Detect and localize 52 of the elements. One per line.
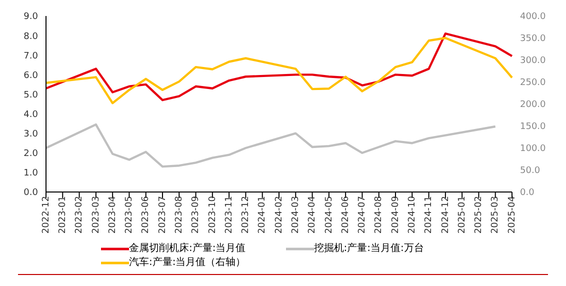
- x-tick-label: 2023-12: [241, 196, 252, 234]
- x-tick-label: 2024-07: [358, 196, 368, 234]
- y-tick-label: 0.0: [24, 188, 38, 198]
- x-tick-label: 2022-12: [41, 196, 52, 234]
- x-tick-label: 2025-02: [474, 196, 484, 234]
- y-tick-label: 6.0: [24, 70, 38, 81]
- legend-label: 汽车:产量:当月值（右轴）: [129, 256, 246, 270]
- y-tick-label: 8.0: [24, 32, 38, 42]
- y2-tick-label: 100.0: [520, 144, 546, 154]
- y-tick-label: 5.0: [24, 90, 38, 100]
- y-tick-label: 2.0: [24, 149, 38, 160]
- x-tick-label: 2025-01: [457, 196, 468, 234]
- y-tick-label: 7.0: [24, 51, 38, 62]
- x-tick-label: 2023-06: [141, 196, 152, 234]
- x-tick-label: 2024-12: [440, 196, 451, 234]
- x-tick-label: 2025-03: [490, 196, 501, 234]
- y-tick-label: 3.0: [24, 130, 38, 140]
- x-tick-label: 2023-10: [208, 196, 218, 234]
- y-tick-label: 4.0: [24, 110, 38, 120]
- x-tick-label: 2023-02: [74, 196, 85, 234]
- x-tick-label: 2023-04: [108, 196, 118, 234]
- y-tick-label: 1.0: [24, 168, 38, 179]
- x-tick-label: 2024-04: [308, 196, 318, 234]
- line-series: [44, 123, 496, 168]
- y2-tick-label: 0.0: [520, 188, 535, 198]
- y2-tick-label: 350.0: [520, 34, 546, 44]
- x-tick-label: 2023-09: [191, 196, 202, 234]
- x-tick-label: 2024-08: [374, 196, 384, 234]
- x-tick-label: 2024-03: [291, 196, 302, 234]
- x-tick-label: 2023-01: [58, 196, 68, 234]
- x-tick-label: 2024-10: [408, 196, 418, 234]
- x-tick-label: 2023-07: [158, 196, 168, 234]
- y-tick-label: 9.0: [24, 12, 38, 22]
- x-tick-label: 2024-02: [274, 196, 284, 234]
- x-tick-label: 2023-11: [224, 196, 234, 234]
- y2-tick-label: 300.0: [520, 56, 546, 66]
- y2-tick-label: 250.0: [520, 78, 546, 88]
- x-tick-label: 2024-06: [340, 196, 351, 234]
- x-tick-label: 2023-08: [174, 196, 185, 234]
- y2-tick-label: 50.0: [520, 166, 540, 176]
- y2-tick-label: 200.0: [520, 100, 546, 110]
- legend-label: 金属切削机床:产量:当月值: [129, 242, 246, 256]
- x-tick-label: 2023-05: [124, 196, 135, 234]
- x-tick-label: 2024-09: [390, 196, 401, 234]
- y2-tick-label: 400.0: [520, 12, 546, 22]
- x-tick-label: 2023-03: [91, 196, 102, 234]
- x-tick-label: 2024-11: [424, 196, 434, 234]
- y2-tick-label: 150.0: [520, 122, 546, 132]
- x-tick-label: 2024-01: [258, 196, 268, 234]
- x-tick-label: 2025-04: [507, 196, 518, 234]
- legend-label: 挖掘机:产量:当月值:万台: [314, 242, 424, 256]
- x-tick-label: 2024-05: [324, 196, 334, 234]
